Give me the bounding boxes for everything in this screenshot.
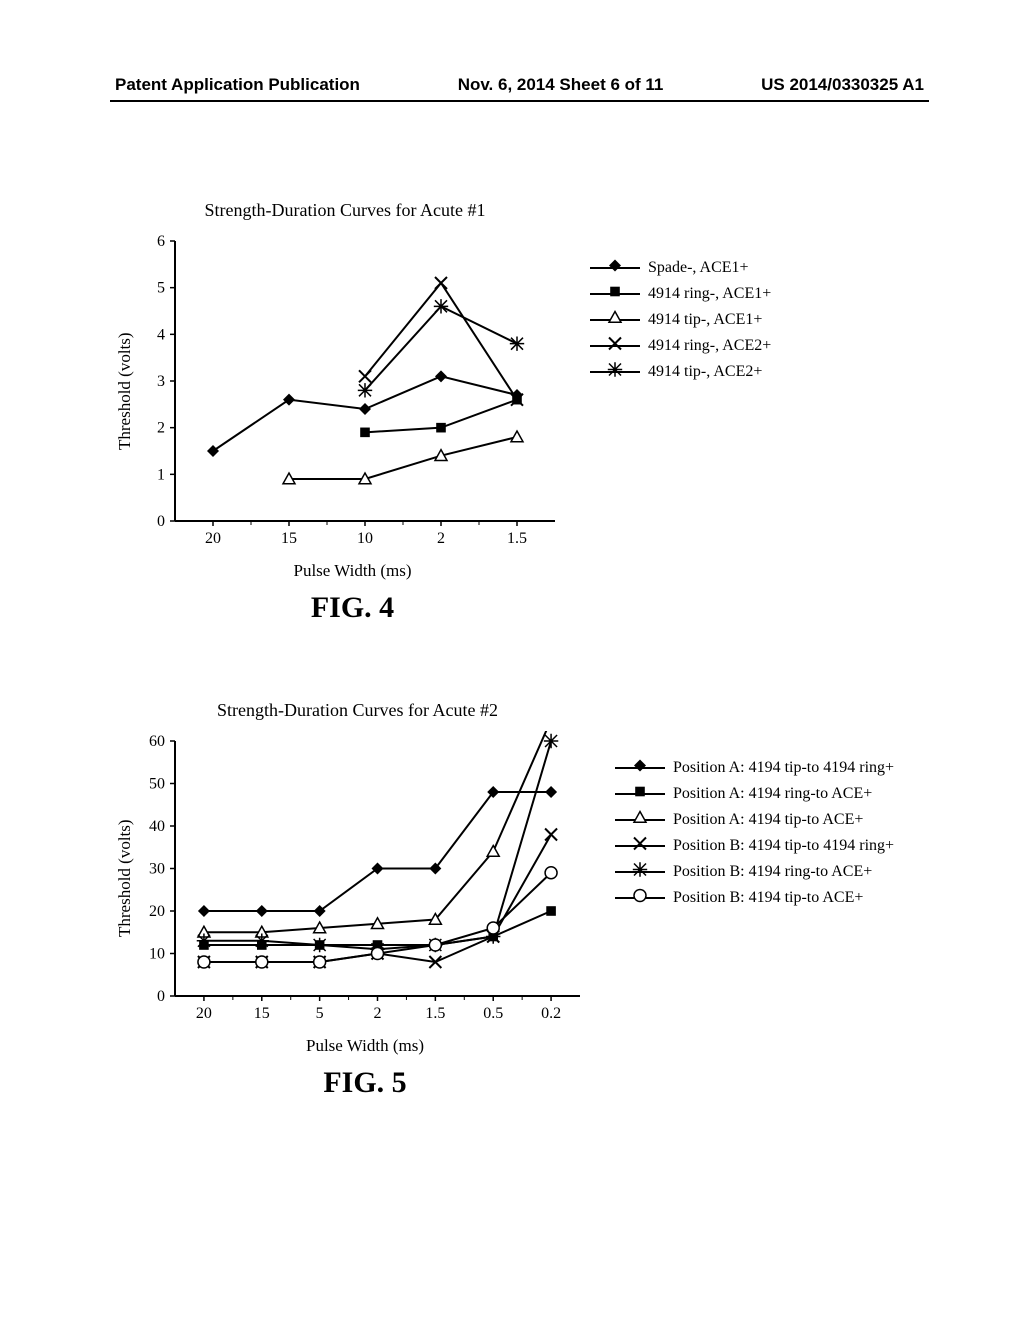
legend-label: Position A: 4194 ring-to ACE+ <box>673 785 872 803</box>
svg-text:20: 20 <box>205 530 221 547</box>
legend-marker-icon <box>606 335 624 358</box>
chart1-plot: 0 1 2 3 4 5 6 20 15 10 2 1.5 <box>140 231 565 551</box>
legend-line-icon <box>590 371 640 373</box>
chart1-ylabel: Threshold (volts) <box>115 231 135 551</box>
legend-item: 4914 ring-, ACE1+ <box>590 285 771 303</box>
legend-line-icon <box>615 793 665 795</box>
svg-text:0.5: 0.5 <box>483 1005 503 1022</box>
legend-item: Position B: 4194 ring-to ACE+ <box>615 863 894 881</box>
header-rule <box>110 100 929 102</box>
legend-item: Spade-, ACE1+ <box>590 259 771 277</box>
chart2-legend: Position A: 4194 tip-to 4194 ring+ Positi… <box>615 751 894 915</box>
legend-line-icon <box>615 845 665 847</box>
legend-label: Position A: 4194 tip-to 4194 ring+ <box>673 759 894 777</box>
svg-text:1: 1 <box>157 466 165 483</box>
svg-text:0: 0 <box>157 988 165 1005</box>
legend-label: Position B: 4194 tip-to ACE+ <box>673 889 863 907</box>
chart2-xlabel: Pulse Width (ms) <box>140 1036 590 1056</box>
svg-text:1.5: 1.5 <box>507 530 527 547</box>
svg-text:10: 10 <box>149 946 165 963</box>
legend-label: Position B: 4194 tip-to 4194 ring+ <box>673 837 894 855</box>
svg-text:10: 10 <box>357 530 373 547</box>
figure-4-block: Strength-Duration Curves for Acute #1 Th… <box>115 200 771 625</box>
svg-text:60: 60 <box>149 733 165 750</box>
figure-5-block: Strength-Duration Curves for Acute #2 Th… <box>115 700 894 1100</box>
svg-text:5: 5 <box>316 1005 324 1022</box>
fig5-label: FIG. 5 <box>140 1066 590 1100</box>
legend-marker-icon <box>606 257 624 280</box>
page-header: Patent Application Publication Nov. 6, 2… <box>0 75 1024 95</box>
legend-label: 4914 ring-, ACE2+ <box>648 337 771 355</box>
legend-label: Position A: 4194 tip-to ACE+ <box>673 811 863 829</box>
svg-text:3: 3 <box>157 373 165 390</box>
svg-text:30: 30 <box>149 861 165 878</box>
legend-item: Position A: 4194 tip-to 4194 ring+ <box>615 759 894 777</box>
legend-label: 4914 ring-, ACE1+ <box>648 285 771 303</box>
chart1-legend: Spade-, ACE1+ 4914 ring-, ACE1+ 4914 tip-,… <box>590 251 771 389</box>
chart1-title: Strength-Duration Curves for Acute #1 <box>155 200 535 221</box>
legend-marker-icon <box>631 887 649 910</box>
legend-line-icon <box>615 871 665 873</box>
svg-text:2: 2 <box>374 1005 382 1022</box>
legend-label: Position B: 4194 ring-to ACE+ <box>673 863 872 881</box>
svg-text:4: 4 <box>157 326 165 343</box>
legend-item: 4914 tip-, ACE1+ <box>590 311 771 329</box>
svg-text:15: 15 <box>254 1005 270 1022</box>
svg-text:0: 0 <box>157 513 165 530</box>
chart2-ylabel: Threshold (volts) <box>115 731 135 1026</box>
legend-line-icon <box>590 319 640 321</box>
svg-text:15: 15 <box>281 530 297 547</box>
legend-marker-icon <box>606 283 624 306</box>
legend-label: 4914 tip-, ACE2+ <box>648 363 762 381</box>
legend-line-icon <box>590 345 640 347</box>
legend-marker-icon <box>606 361 624 384</box>
svg-text:50: 50 <box>149 776 165 793</box>
legend-marker-icon <box>631 835 649 858</box>
svg-text:20: 20 <box>196 1005 212 1022</box>
legend-line-icon <box>615 767 665 769</box>
header-left: Patent Application Publication <box>115 75 360 95</box>
legend-line-icon <box>590 267 640 269</box>
svg-text:40: 40 <box>149 818 165 835</box>
legend-label: 4914 tip-, ACE1+ <box>648 311 762 329</box>
legend-item: Position B: 4194 tip-to 4194 ring+ <box>615 837 894 855</box>
svg-text:5: 5 <box>157 280 165 297</box>
svg-text:20: 20 <box>149 903 165 920</box>
legend-line-icon <box>615 897 665 899</box>
legend-label: Spade-, ACE1+ <box>648 259 749 277</box>
svg-text:2: 2 <box>157 420 165 437</box>
legend-item: Position A: 4194 tip-to ACE+ <box>615 811 894 829</box>
chart1-xlabel: Pulse Width (ms) <box>140 561 565 581</box>
svg-text:6: 6 <box>157 233 165 250</box>
legend-item: Position A: 4194 ring-to ACE+ <box>615 785 894 803</box>
fig4-label: FIG. 4 <box>140 591 565 625</box>
legend-line-icon <box>615 819 665 821</box>
legend-marker-icon <box>631 861 649 884</box>
chart2-plot: 0 10 20 30 40 50 60 20 15 5 2 1.5 0.5 0.2 <box>140 731 590 1026</box>
legend-marker-icon <box>606 309 624 332</box>
legend-line-icon <box>590 293 640 295</box>
legend-item: 4914 tip-, ACE2+ <box>590 363 771 381</box>
header-right: US 2014/0330325 A1 <box>761 75 924 95</box>
svg-text:2: 2 <box>437 530 445 547</box>
legend-item: 4914 ring-, ACE2+ <box>590 337 771 355</box>
legend-marker-icon <box>631 809 649 832</box>
header-middle: Nov. 6, 2014 Sheet 6 of 11 <box>458 75 664 95</box>
legend-marker-icon <box>631 757 649 780</box>
svg-text:1.5: 1.5 <box>425 1005 445 1022</box>
legend-item: Position B: 4194 tip-to ACE+ <box>615 889 894 907</box>
chart2-title: Strength-Duration Curves for Acute #2 <box>155 700 560 721</box>
legend-marker-icon <box>631 783 649 806</box>
svg-text:0.2: 0.2 <box>541 1005 561 1022</box>
